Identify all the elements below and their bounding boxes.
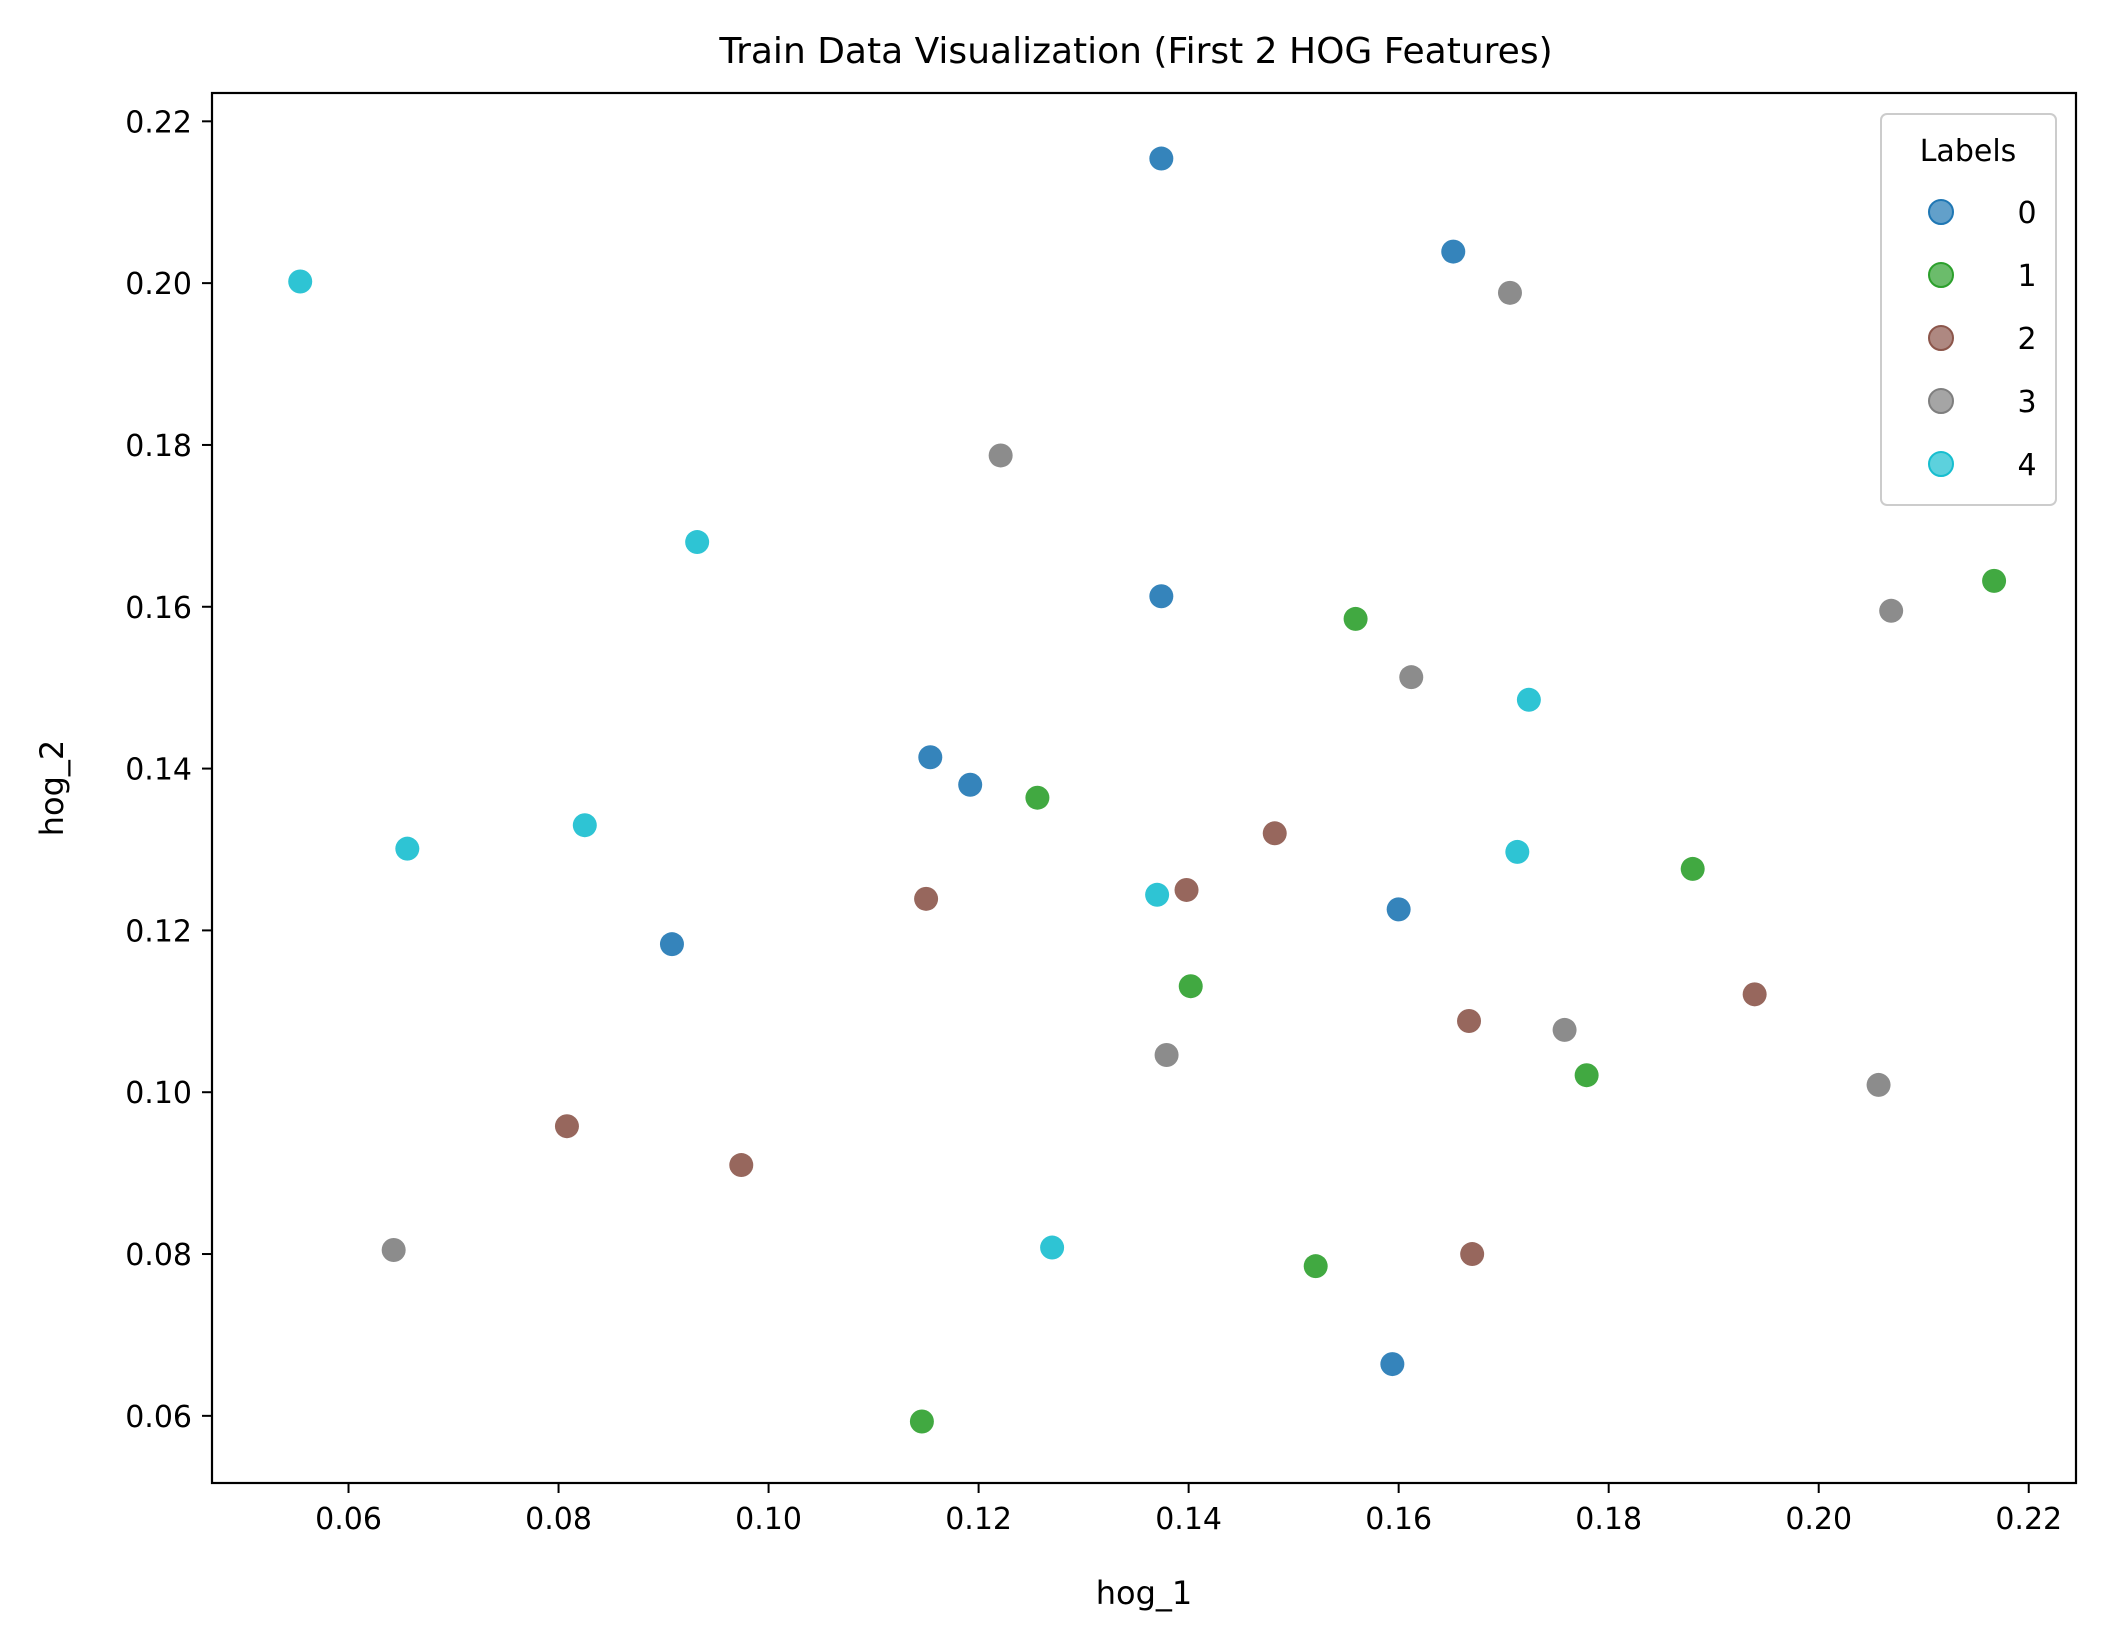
data-point-label-0 — [1149, 146, 1174, 171]
data-point-label-0 — [1380, 1352, 1405, 1377]
data-point-label-1 — [1680, 856, 1705, 881]
legend-box — [1880, 113, 2057, 506]
x-tick-label: 0.08 — [525, 1502, 592, 1537]
x-axis: 0.06 0.08 0.10 0.12 0.14 0.16 0.18 0.20 0.22 — [315, 1483, 2062, 1537]
legend-marker-1 — [1928, 262, 1954, 288]
data-point-label-0 — [958, 772, 983, 797]
x-tick-label: 0.14 — [1155, 1502, 1222, 1537]
x-tick-label: 0.18 — [1575, 1502, 1642, 1537]
data-point-label-2 — [1460, 1242, 1485, 1267]
data-point-label-3 — [1154, 1042, 1179, 1067]
data-point-label-1 — [1343, 606, 1368, 631]
data-point-label-1 — [1025, 785, 1050, 810]
data-point-label-4 — [1505, 839, 1530, 864]
data-point-label-1 — [1303, 1254, 1328, 1279]
legend-label-2: 2 — [2017, 322, 2036, 357]
legend-title: Labels — [1920, 134, 2017, 169]
data-point-label-3 — [1497, 280, 1522, 305]
data-point-label-4 — [685, 530, 710, 555]
data-point-label-4 — [288, 269, 313, 294]
legend-label-1: 1 — [2017, 259, 2036, 294]
legend-label-0: 0 — [2017, 196, 2036, 231]
data-point-label-3 — [988, 443, 1013, 468]
data-point-label-2 — [1742, 982, 1767, 1007]
legend-marker-2 — [1928, 325, 1954, 351]
data-point-label-3 — [381, 1237, 406, 1262]
data-point-label-0 — [918, 745, 943, 770]
plot-area-frame — [210, 91, 2078, 1485]
data-point-label-4 — [1040, 1235, 1065, 1260]
data-point-label-0 — [659, 932, 684, 957]
y-axis-label: hog_2 — [33, 740, 71, 837]
y-tick-label: 0.22 — [125, 105, 192, 140]
x-tick-label: 0.20 — [1785, 1502, 1852, 1537]
data-point-label-1 — [1178, 974, 1203, 999]
data-point-label-0 — [1441, 239, 1466, 264]
legend: Labels 0 1 2 3 4 — [1880, 113, 2057, 506]
legend-label-3: 3 — [2017, 385, 2036, 420]
data-point-label-2 — [554, 1114, 579, 1139]
x-axis-label: hog_1 — [1096, 1574, 1193, 1612]
data-point-label-1 — [1574, 1063, 1599, 1088]
data-point-label-1 — [1982, 568, 2007, 593]
y-tick-label: 0.08 — [125, 1238, 192, 1273]
data-point-label-2 — [1174, 877, 1199, 902]
chart-title: Train Data Visualization (First 2 HOG Fe… — [718, 31, 1552, 72]
y-tick-label: 0.06 — [125, 1400, 192, 1435]
legend-marker-0 — [1928, 199, 1954, 225]
legend-label-4: 4 — [2017, 448, 2036, 483]
data-point-label-2 — [729, 1153, 754, 1178]
y-tick-label: 0.20 — [125, 267, 192, 302]
data-point-label-0 — [1386, 897, 1411, 922]
data-point-label-4 — [1145, 882, 1170, 907]
y-tick-label: 0.18 — [125, 429, 192, 464]
x-tick-label: 0.06 — [315, 1502, 382, 1537]
y-tick-label: 0.10 — [125, 1076, 192, 1111]
data-point-label-0 — [1149, 584, 1174, 609]
data-point-label-1 — [909, 1409, 934, 1434]
x-tick-label: 0.16 — [1365, 1502, 1432, 1537]
x-tick-label: 0.12 — [945, 1502, 1012, 1537]
data-point-label-3 — [1399, 665, 1424, 690]
y-tick-label: 0.14 — [125, 753, 192, 788]
data-point-label-4 — [572, 813, 597, 838]
x-tick-label: 0.10 — [735, 1502, 802, 1537]
legend-marker-3 — [1928, 388, 1954, 414]
data-point-label-3 — [1866, 1072, 1891, 1097]
data-point-label-2 — [1262, 821, 1287, 846]
y-axis: 0.06 0.08 0.10 0.12 0.14 0.16 0.18 0.20 0.22 — [125, 105, 212, 1435]
y-tick-label: 0.12 — [125, 914, 192, 949]
points-layer — [288, 146, 2007, 1434]
y-tick-label: 0.16 — [125, 591, 192, 626]
data-point-label-2 — [914, 886, 939, 911]
data-point-label-4 — [395, 836, 420, 861]
data-point-label-3 — [1879, 598, 1904, 623]
legend-marker-4 — [1928, 451, 1954, 477]
data-point-label-3 — [1552, 1017, 1577, 1042]
data-point-label-4 — [1516, 687, 1541, 712]
legend-entries: 0 1 2 3 4 — [1928, 196, 2037, 483]
x-tick-label: 0.22 — [1995, 1502, 2062, 1537]
data-point-label-2 — [1457, 1009, 1482, 1034]
